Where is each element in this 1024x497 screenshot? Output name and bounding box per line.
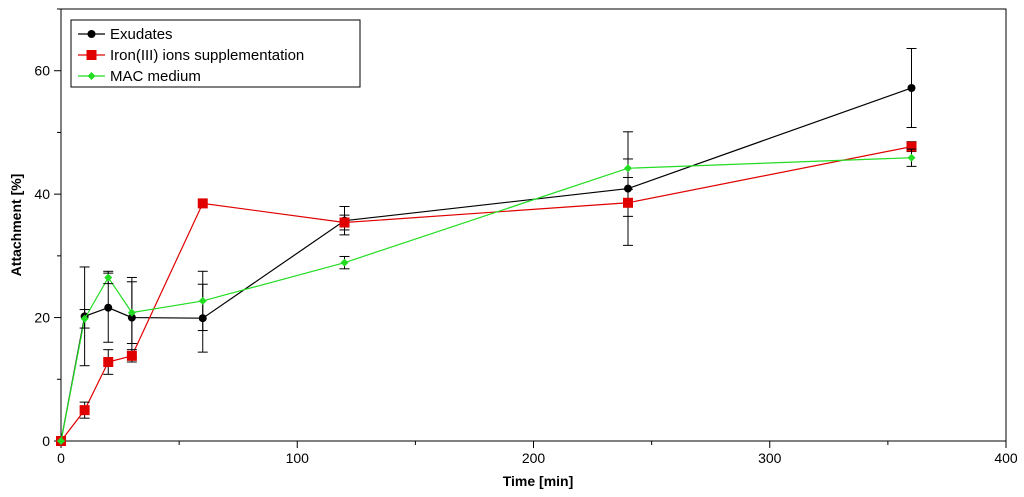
x-axis-title: Time [min] [503,473,574,489]
data-point [340,258,349,267]
x-tick-label: 100 [286,450,310,466]
data-point [127,308,136,317]
series-line [60,157,912,442]
data-point [623,197,633,208]
data-point [906,141,917,152]
legend-label: MAC medium [110,68,201,85]
series-iron-iii-ions-supplementation [56,141,917,446]
legend: Exudates Iron(III) ions supplementation MA… [70,19,361,88]
legend-marker [87,30,96,38]
data-point [57,437,65,445]
legend-marker [87,72,96,80]
series-line [60,146,912,442]
x-tick-label: 200 [522,450,546,466]
legend-box [70,19,361,88]
legend-marker [86,50,97,60]
y-tick-label: 20 [34,310,50,326]
series-exudates [57,47,917,445]
y-tick-label: 60 [34,63,50,79]
data-point [907,83,916,92]
legend-item: MAC medium [78,68,201,85]
data-point [624,164,632,173]
legend-label: Exudates [110,26,173,43]
legend-item: Iron(III) ions supplementation [78,47,304,64]
data-point [126,350,137,361]
data-point [103,357,114,368]
data-point [197,198,208,209]
series-line [60,87,912,442]
data-point [104,273,113,282]
data-point [907,153,916,162]
axis-ticks: 0 100 200 300 400 0 20 40 60 [34,8,1018,466]
x-tick-label: 0 [57,450,65,466]
data-series [56,47,917,446]
data-point [80,314,89,323]
x-tick-label: 300 [758,450,782,466]
legend-item: Exudates [78,26,173,43]
data-point [79,405,90,416]
data-point [104,303,113,312]
y-axis-title: Attachment [%] [8,174,24,277]
y-tick-label: 40 [34,186,50,202]
legend-label: Iron(III) ions supplementation [110,47,304,64]
x-tick-label: 400 [994,450,1018,466]
data-point [624,184,632,193]
series-mac-medium [57,148,917,445]
data-point [339,217,350,228]
data-point [198,296,207,305]
y-tick-label: 0 [42,433,50,449]
